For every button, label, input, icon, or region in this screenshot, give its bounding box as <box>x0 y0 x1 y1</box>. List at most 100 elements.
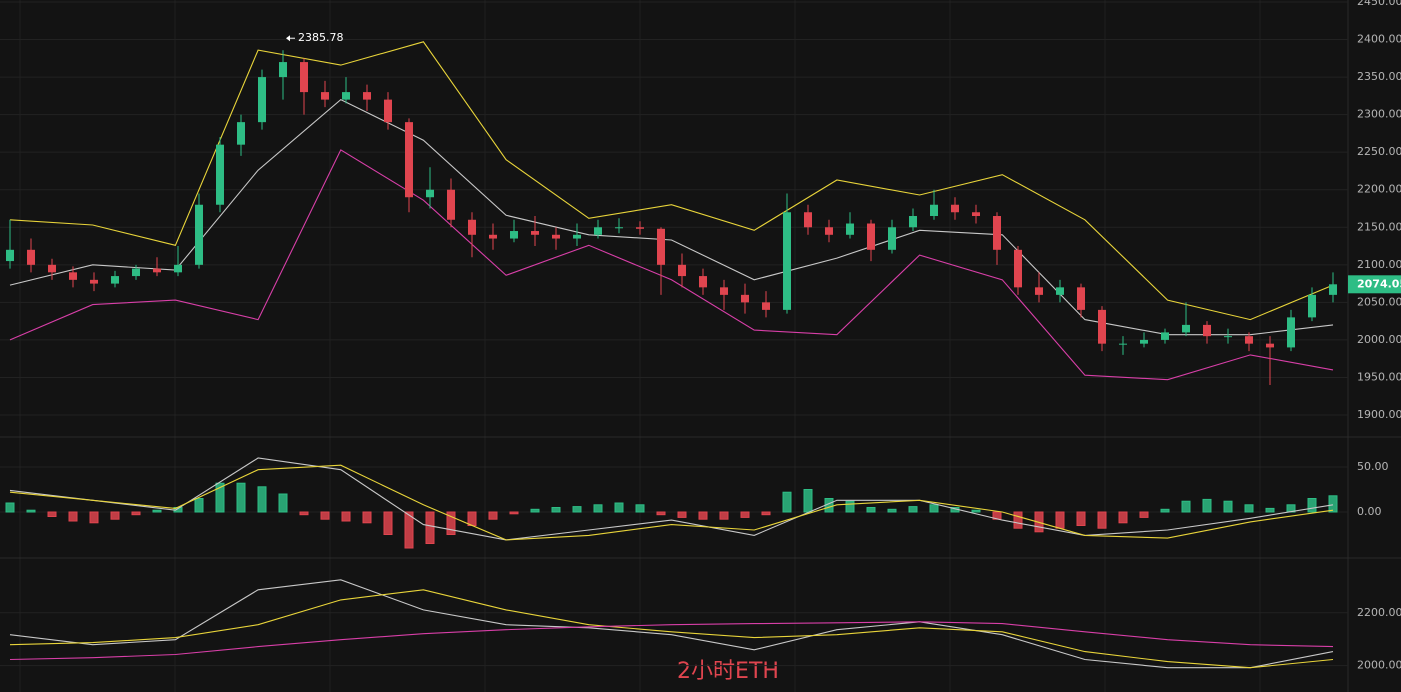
indicator-line <box>9 579 1334 669</box>
candle-body <box>153 268 161 273</box>
candle-body <box>1014 249 1022 288</box>
candle-body <box>1056 287 1064 295</box>
macd-bar <box>1097 511 1107 529</box>
candle-body <box>321 92 329 100</box>
candle-body <box>258 77 266 123</box>
candle-body <box>48 264 56 273</box>
macd-bar <box>908 506 918 513</box>
time-grid <box>19 0 1261 692</box>
macd-bar <box>488 511 498 520</box>
candle-body <box>1203 324 1211 337</box>
candle-body <box>489 234 497 239</box>
candle-body <box>1035 287 1043 295</box>
macd-bar <box>236 482 246 513</box>
candle-body <box>825 227 833 235</box>
candle-body <box>174 264 182 273</box>
y-tick-label: 2450.00 <box>1357 0 1401 8</box>
candle-body <box>951 204 959 213</box>
macd-bar <box>383 511 393 535</box>
macd-bar <box>68 511 78 522</box>
macd-bar <box>1076 511 1086 526</box>
candle-body <box>1245 336 1253 344</box>
candle-body <box>300 62 308 93</box>
macd-bar <box>131 511 141 516</box>
macd-bar <box>656 511 666 516</box>
macd-bar <box>299 511 309 516</box>
candle-body <box>342 92 350 100</box>
indicator-line <box>9 149 1334 381</box>
y-tick-label: 2150.00 <box>1357 220 1401 233</box>
annotation-arrow-head <box>286 35 290 42</box>
candle-body <box>384 99 392 123</box>
candle-body <box>69 272 77 280</box>
macd-bar <box>971 509 981 513</box>
macd-bar <box>1265 507 1275 513</box>
macd-bar <box>425 511 435 544</box>
macd-bar <box>803 489 813 513</box>
candle-body <box>972 212 980 217</box>
indicator-line <box>9 589 1334 669</box>
macd-bar <box>887 508 897 513</box>
current-price: 2074.05 <box>1357 277 1401 290</box>
candle-body <box>1077 287 1085 310</box>
macd-bar <box>509 511 519 515</box>
macd-bar <box>257 486 267 513</box>
candle-body <box>657 228 665 265</box>
candle-body <box>594 227 602 235</box>
indicator-line <box>9 457 1334 541</box>
y-tick-label: 2200.00 <box>1357 606 1401 619</box>
y-tick-label: 2350.00 <box>1357 70 1401 83</box>
y-tick-label: 2100.00 <box>1357 258 1401 271</box>
macd-bar <box>278 493 288 513</box>
candle-body <box>132 268 140 277</box>
candle-body <box>783 212 791 310</box>
macd-bar <box>341 511 351 522</box>
candle-body <box>363 92 371 100</box>
candle-body <box>1287 317 1295 348</box>
candle-body <box>1224 336 1232 338</box>
candle-body <box>237 122 245 145</box>
y-tick-label: 2000.00 <box>1357 333 1401 346</box>
macd-bar <box>110 511 120 520</box>
candle-body <box>510 231 518 239</box>
candle-body <box>426 189 434 198</box>
macd-bar <box>1244 504 1254 513</box>
candle-body <box>531 231 539 235</box>
macd-bar <box>1202 498 1212 513</box>
macd-bar <box>1181 500 1191 513</box>
candle-body <box>111 276 119 284</box>
y-tick-label: 50.00 <box>1357 460 1389 473</box>
macd-bar <box>1013 511 1023 529</box>
macd-bar <box>446 511 456 535</box>
candle-body <box>1329 284 1337 295</box>
candle-body <box>804 212 812 228</box>
candle-body <box>405 122 413 198</box>
candle-body <box>741 294 749 303</box>
macd-bar <box>5 502 15 513</box>
y-tick-label: 2300.00 <box>1357 108 1401 121</box>
y-tick-label: 2200.00 <box>1357 183 1401 196</box>
macd-bar <box>1139 511 1149 518</box>
macd-bar <box>1328 495 1338 513</box>
macd-bar <box>635 504 645 513</box>
candle-body <box>90 279 98 284</box>
macd-bar <box>26 509 36 513</box>
macd-bar <box>845 500 855 513</box>
macd-bar <box>194 498 204 513</box>
macd-bar <box>719 511 729 520</box>
indicator-line <box>9 98 1334 336</box>
candle-body <box>867 223 875 250</box>
candle-body <box>1182 324 1190 333</box>
macd-bar <box>1160 508 1170 513</box>
macd-bar <box>551 507 561 513</box>
macd-bar <box>215 482 225 513</box>
indicator-line <box>9 464 1334 541</box>
candle-body <box>1161 332 1169 340</box>
macd-bar <box>698 511 708 520</box>
candle-body <box>930 204 938 217</box>
candle-body <box>552 234 560 239</box>
macd-bar <box>467 511 477 526</box>
candle-body <box>699 276 707 288</box>
